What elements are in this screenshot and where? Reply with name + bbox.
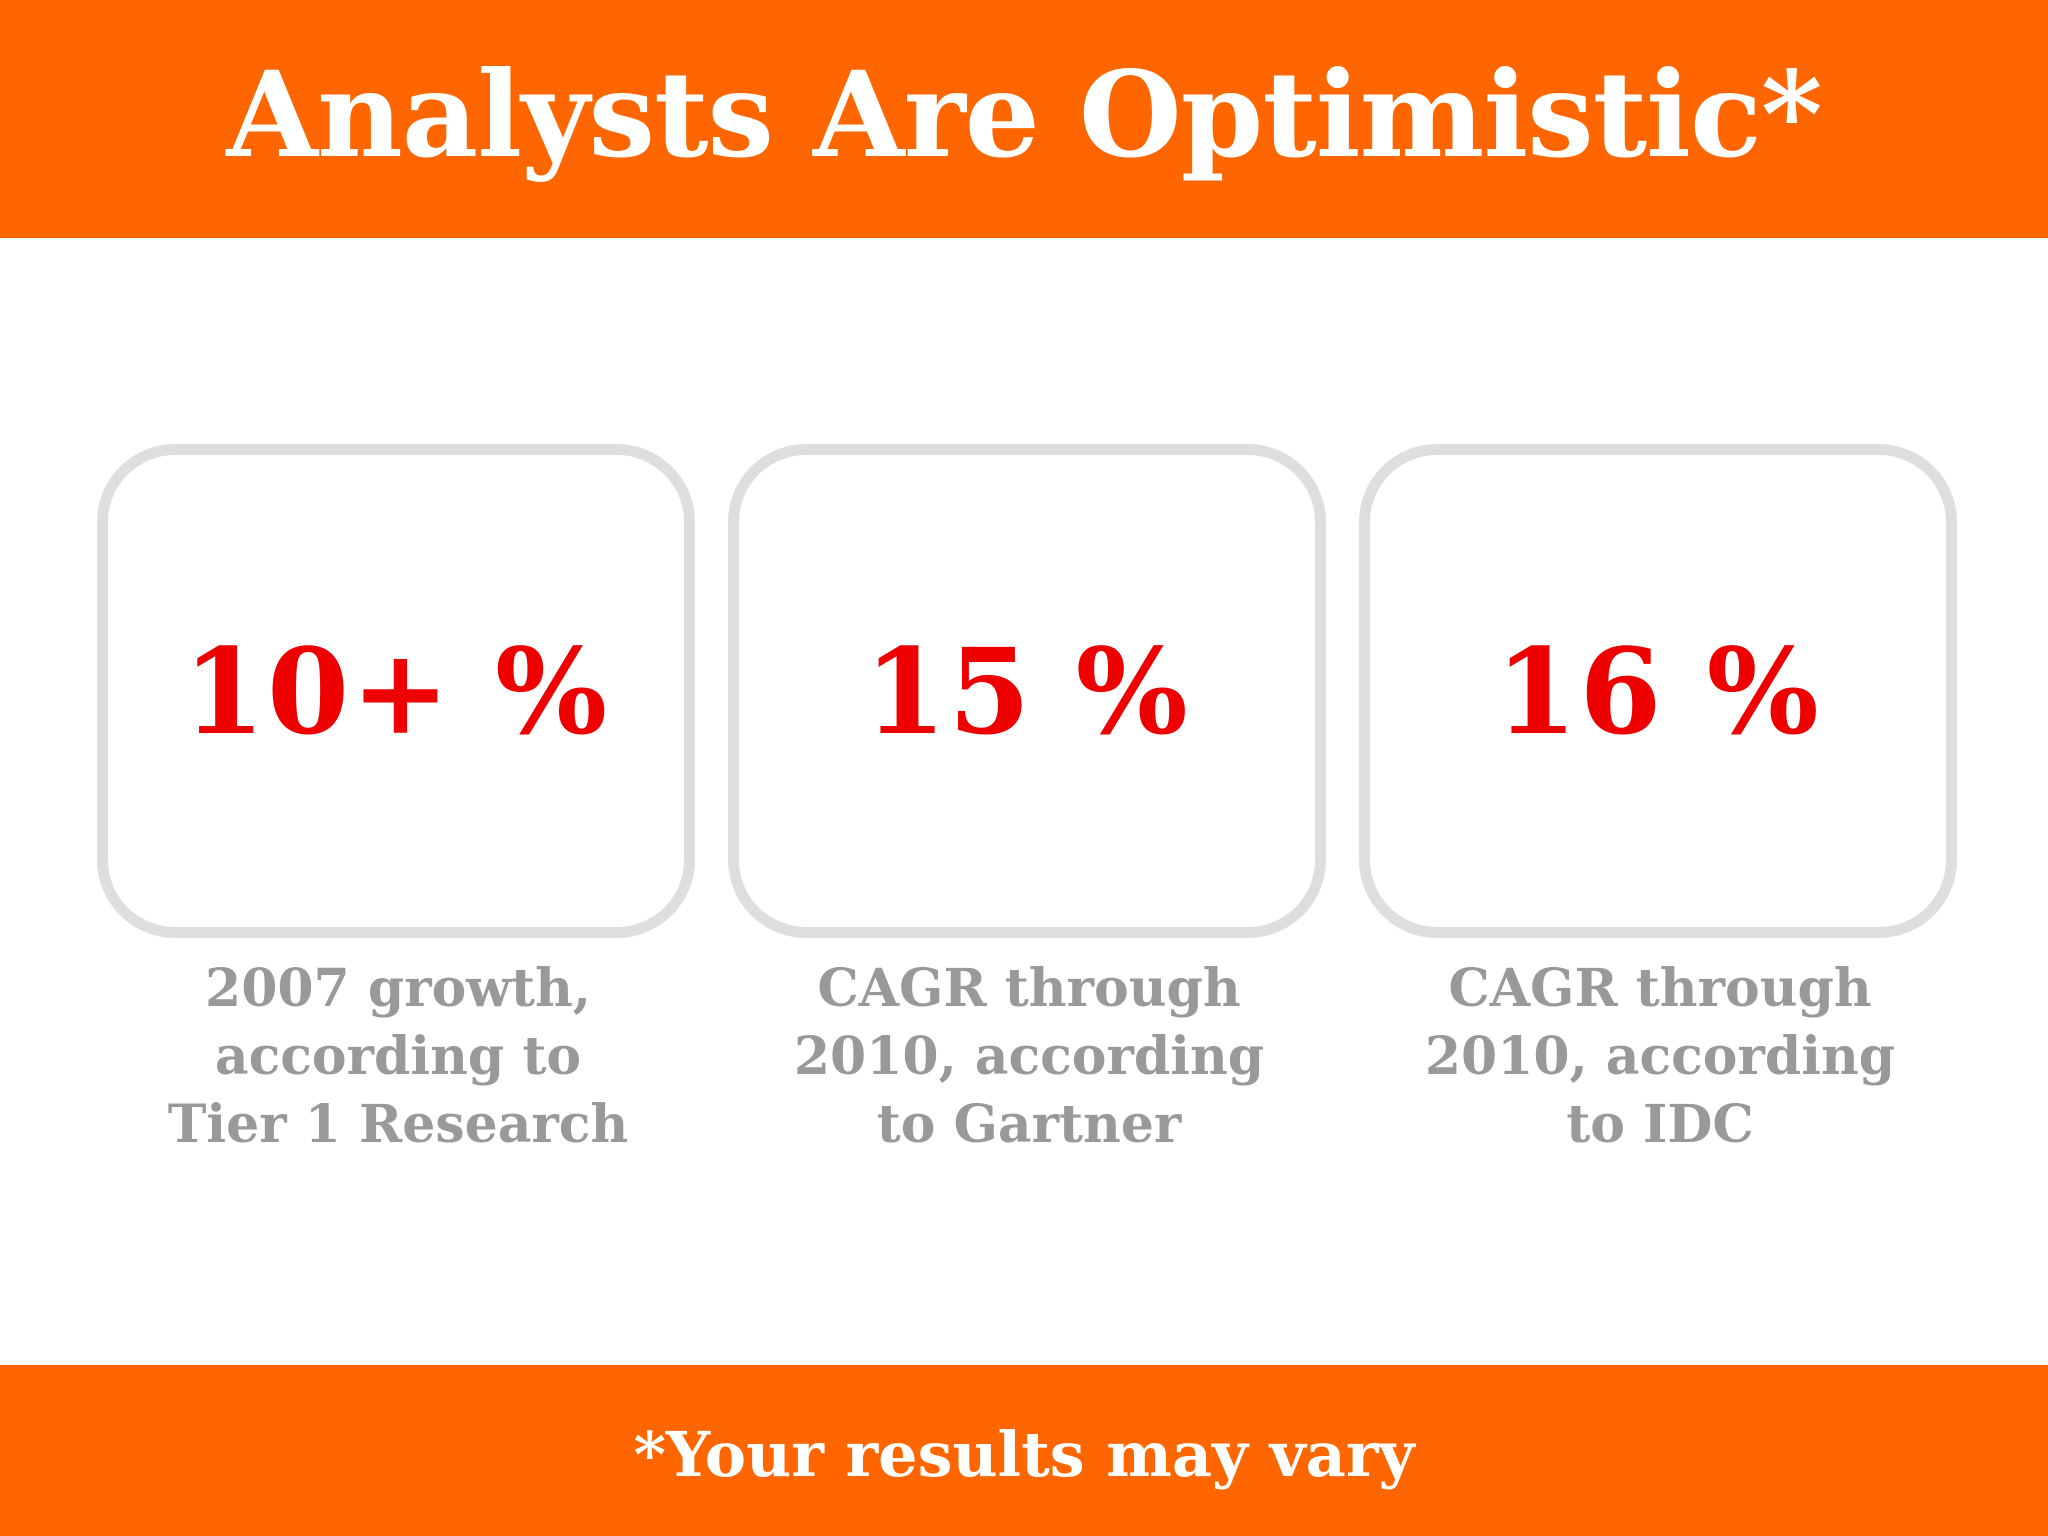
caption-line: CAGR through [1448,958,1872,1019]
stat-value: 10+ % [182,621,610,761]
caption-line: according to [214,1026,582,1087]
stat-box-idc: 16 % [1359,444,1957,938]
stat-caption-gartner: CAGR through 2010, according to Gartner [729,955,1329,1159]
footer-bar: *Your results may vary [0,1365,2048,1536]
footnote: *Your results may vary [633,1418,1415,1491]
stat-box-tier1: 10+ % [97,444,695,938]
caption-line: Tier 1 Research [167,1094,629,1155]
caption-line: to IDC [1566,1094,1754,1155]
caption-line: CAGR through [817,958,1241,1019]
slide-title: Analysts Are Optimistic* [226,44,1822,184]
caption-line: 2010, according [793,1026,1265,1087]
header-bar: Analysts Are Optimistic* [0,0,2048,238]
stat-caption-idc: CAGR through 2010, according to IDC [1360,955,1960,1159]
stat-box-gartner: 15 % [728,444,1326,938]
caption-line: to Gartner [876,1094,1182,1155]
stat-value: 15 % [864,621,1190,761]
caption-line: 2010, according [1424,1026,1896,1087]
stat-caption-tier1: 2007 growth, according to Tier 1 Researc… [98,955,698,1159]
stat-value: 16 % [1495,621,1821,761]
caption-line: 2007 growth, [205,958,591,1019]
